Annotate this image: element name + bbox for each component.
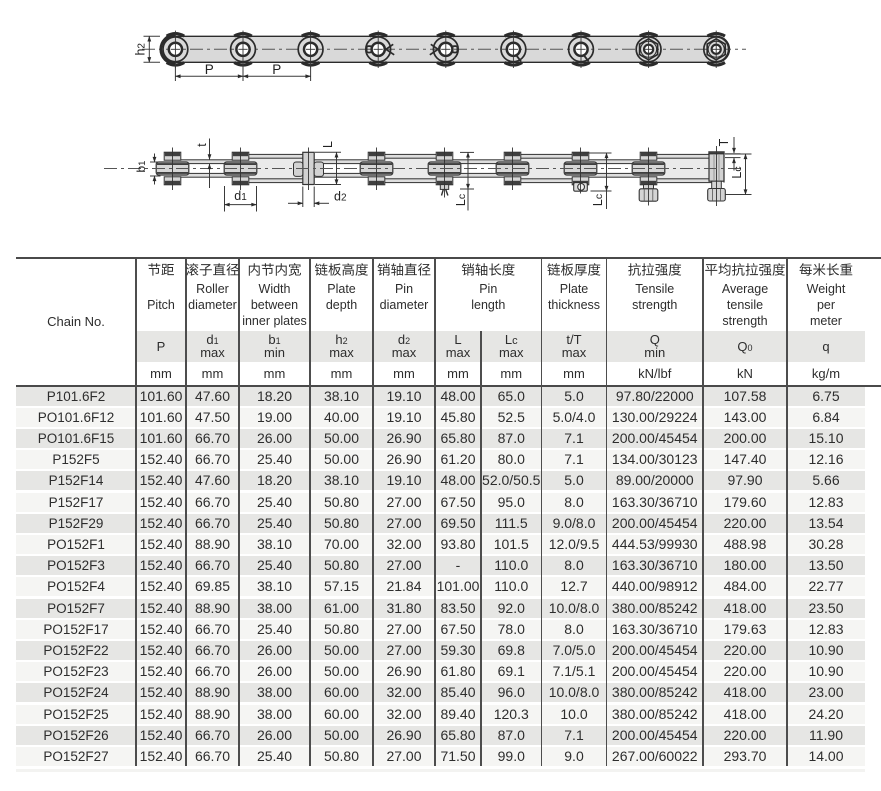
svg-text:t: t — [195, 143, 209, 147]
svg-text:P: P — [205, 62, 214, 77]
svg-text:h2: h2 — [133, 43, 147, 56]
svg-text:L: L — [321, 141, 335, 148]
svg-text:Lc: Lc — [591, 194, 605, 206]
svg-text:b1: b1 — [134, 161, 148, 173]
svg-text:Lc: Lc — [730, 166, 744, 178]
svg-text:Lc: Lc — [454, 194, 468, 206]
svg-text:T: T — [717, 138, 731, 146]
svg-text:P: P — [272, 62, 281, 77]
svg-text:d2: d2 — [334, 189, 347, 203]
svg-text:d1: d1 — [234, 189, 247, 203]
